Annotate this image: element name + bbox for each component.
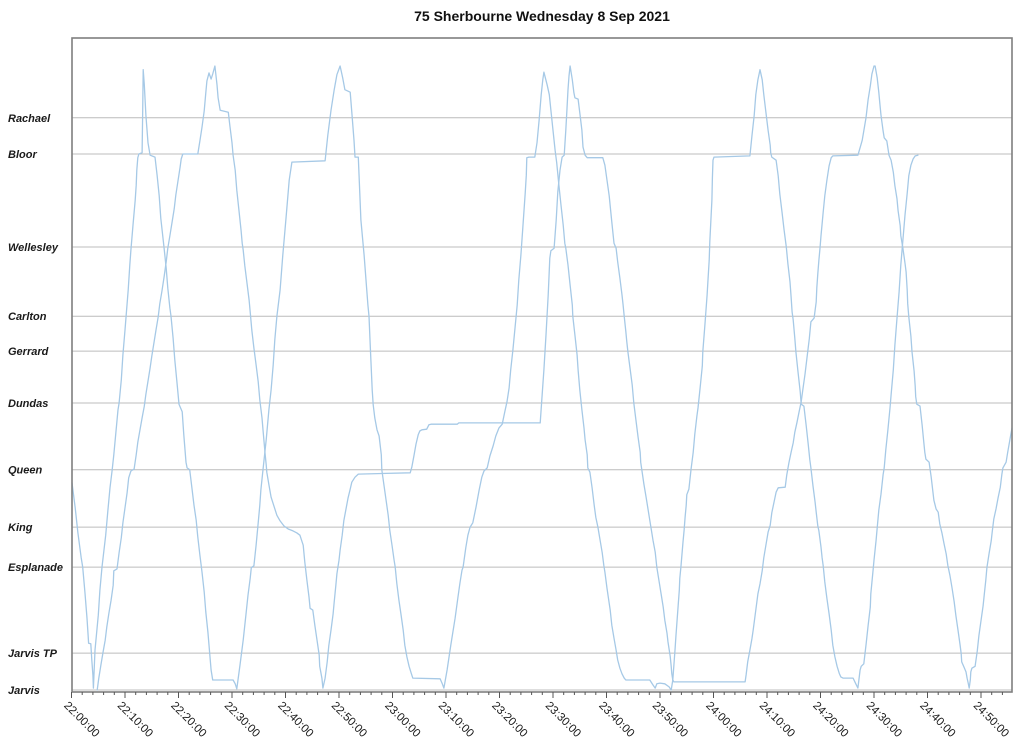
station-label: King xyxy=(8,522,33,534)
chart-title: 75 Sherbourne Wednesday 8 Sep 2021 xyxy=(414,8,670,24)
station-label: Queen xyxy=(8,465,43,477)
station-label: Wellesley xyxy=(8,242,59,254)
trajectory-vehicle-2 xyxy=(96,65,1013,691)
time-tick-label: 24:40:00 xyxy=(917,700,957,740)
time-tick-label: 22:10:00 xyxy=(115,700,155,740)
station-label: Jarvis xyxy=(8,685,40,697)
station-label: Rachael xyxy=(8,113,51,125)
time-tick-label: 24:00:00 xyxy=(703,700,743,740)
station-label: Dundas xyxy=(8,398,48,410)
time-tick-label: 23:10:00 xyxy=(436,700,476,740)
time-tick-label: 22:00:00 xyxy=(61,700,101,740)
station-label: Bloor xyxy=(8,149,37,161)
time-tick-label: 22:50:00 xyxy=(329,700,369,740)
time-tick-label: 22:40:00 xyxy=(275,700,315,740)
time-tick-label: 22:20:00 xyxy=(168,700,208,740)
time-tick-label: 24:50:00 xyxy=(971,700,1011,740)
time-tick-label: 23:50:00 xyxy=(650,700,690,740)
time-tick-label: 23:20:00 xyxy=(489,700,529,740)
trajectory-vehicle-1 xyxy=(71,65,919,691)
axes-layer xyxy=(71,37,1013,698)
station-label: Esplanade xyxy=(8,562,63,574)
time-tick-label: 23:30:00 xyxy=(543,700,583,740)
trajectory-lines-layer xyxy=(71,65,1013,691)
axis-labels-layer: Rachael Bloor Wellesley Carlton Gerrard Dunda… xyxy=(8,113,1011,740)
time-tick-label: 24:30:00 xyxy=(864,700,904,740)
station-label: Carlton xyxy=(8,311,47,323)
time-tick-label: 23:40:00 xyxy=(596,700,636,740)
time-tick-label: 24:10:00 xyxy=(757,700,797,740)
time-tick-label: 22:30:00 xyxy=(222,700,262,740)
time-tick-label: 24:20:00 xyxy=(810,700,850,740)
station-label: Gerrard xyxy=(8,346,49,358)
time-tick-label: 23:00:00 xyxy=(382,700,422,740)
station-label: Jarvis TP xyxy=(8,648,58,660)
